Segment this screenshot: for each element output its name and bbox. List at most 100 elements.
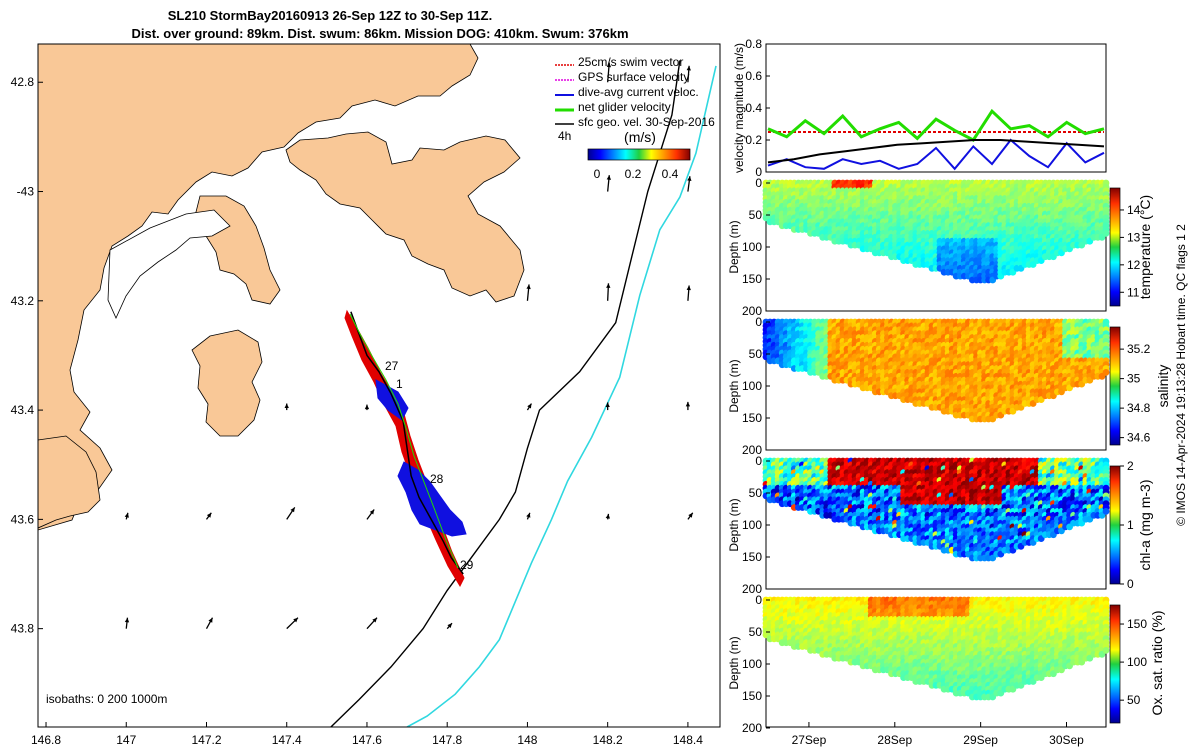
depth-tick-label: 150 <box>742 411 762 425</box>
velocity-series-line <box>767 108 1105 142</box>
colorbar-tick-label: 34.6 <box>1127 431 1151 445</box>
depth-tick-label: 150 <box>742 272 762 286</box>
glider-track-line <box>350 311 464 575</box>
velocity-y-tick-label: 0.2 <box>745 133 762 147</box>
temperature-ylabel: Depth (m) <box>727 220 741 273</box>
geo-vector-head <box>284 403 289 409</box>
map-x-tick-label: 148.4 <box>673 733 703 747</box>
colorbar-tick-label: 35.2 <box>1127 342 1151 356</box>
temperature-cblabel: temperature (°C) <box>1137 195 1153 299</box>
section-sample <box>1102 230 1110 237</box>
geo-velocity-vectors <box>124 62 694 630</box>
salinity-ylabel: Depth (m) <box>727 359 741 412</box>
colorbar-units: (m/s) <box>624 129 656 145</box>
geo-vector-head <box>124 512 129 518</box>
map-panel: 27 1 28 29 isobaths: 0 200 1000m 146.8 14… <box>11 43 721 747</box>
land-south <box>38 435 101 529</box>
depth-tick-label: 0 <box>755 176 762 190</box>
geo-vector-head <box>364 404 370 410</box>
colorbar-tick-04: 0.4 <box>662 167 679 181</box>
map-x-tick-label: 147.6 <box>352 733 382 747</box>
velocity-ylabel: velocity magnitude (m/s) <box>732 43 746 173</box>
geo-vector-head <box>206 512 212 518</box>
map-y-tick-label: 43.6 <box>11 512 35 526</box>
map-x-tick-label: 147 <box>116 733 136 747</box>
legend-gps: GPS surface velocity <box>578 70 689 84</box>
geo-vector-head <box>124 617 130 623</box>
map-frame <box>37 43 721 728</box>
geo-vector-head <box>688 512 693 518</box>
velocity-y-tick-label: 0.8 <box>745 37 762 51</box>
map-y-tick-label: 42.8 <box>11 75 35 89</box>
velocity-frame <box>765 43 1107 173</box>
colorbar-tick-0: 0 <box>594 167 601 181</box>
speed-colorbar <box>587 148 691 161</box>
depth-tick-label: 50 <box>749 208 763 222</box>
geo-vector-head <box>606 175 612 180</box>
map-x-tick-label: 148.2 <box>593 733 623 747</box>
map-x-tick-label: 147.2 <box>191 733 221 747</box>
map-y-tick-label: 43.4 <box>11 403 35 417</box>
velocity-series <box>767 108 1105 171</box>
geo-vector-head <box>208 617 213 623</box>
map-x-tick-label: 147.8 <box>432 733 462 747</box>
map-x-tick-label: 146.8 <box>31 733 61 747</box>
track-label-27: 27 <box>385 359 399 373</box>
colorbar-tick-label: 34.8 <box>1127 401 1151 415</box>
geo-vector-head <box>526 512 531 518</box>
depth-tick-label: 0 <box>755 315 762 329</box>
isobath-1000m <box>406 65 717 727</box>
geo-vector-head <box>527 403 532 409</box>
velocity-series-line <box>767 139 1105 164</box>
map-legend: 25cm/s swim vector GPS surface velocity … <box>555 55 715 181</box>
legend-swim: 25cm/s swim vector <box>578 55 683 69</box>
geo-vector-head <box>606 62 612 68</box>
geo-vector-head <box>685 401 691 407</box>
map-y-tick-label: 43.2 <box>11 294 35 308</box>
geo-vector-head <box>605 513 610 519</box>
isobaths-label: isobaths: 0 200 1000m <box>46 692 167 706</box>
map-x-ticks: 146.8 147 147.2 147.4 147.6 147.8 148 148.2 148.… <box>31 722 703 747</box>
map-y-tick-label: 43.8 <box>11 622 35 636</box>
temperature-field <box>762 179 1110 284</box>
geo-vector-head <box>369 509 375 515</box>
velocity-y-ticks: 00.20.40.60.8 <box>745 37 770 179</box>
temperature-colorbar <box>1109 187 1121 307</box>
map-x-tick-label: 147.4 <box>272 733 302 747</box>
land-peninsula-east <box>285 131 525 303</box>
geo-vector-head <box>605 402 610 407</box>
geo-vector-head <box>293 617 298 623</box>
map-y-ticks: 42.8 -43 43.2 43.4 43.6 43.8 <box>11 75 43 636</box>
isobath-200m <box>330 60 681 727</box>
depth-tick-label: 100 <box>742 379 762 393</box>
map-y-tick-label: -43 <box>17 185 35 199</box>
geo-vector-head <box>372 617 377 623</box>
geo-vector-head <box>606 283 611 288</box>
velocity-y-tick-label: 0.6 <box>745 69 762 83</box>
legend-diveavg: dive-avg current veloc. <box>578 85 699 99</box>
salinity-colorbar <box>1109 326 1121 446</box>
track-label-28: 28 <box>430 472 444 486</box>
salinity-cblabel: salinity <box>1155 365 1171 408</box>
velocity-y-tick-label: 0 <box>755 165 762 179</box>
velocity-panel: 00.20.40.60.8 velocity magnitude (m/s) <box>732 37 1107 179</box>
land-tasman-peninsula <box>191 329 263 437</box>
geo-vector-head <box>290 507 295 513</box>
land-river-inlet <box>107 209 231 319</box>
legend-geo: sfc geo. vel. 30-Sep-2016 <box>578 115 715 129</box>
map-x-tick-label: 148 <box>517 733 537 747</box>
depth-tick-label: 50 <box>749 347 763 361</box>
geo-vector-head <box>686 65 691 71</box>
title-line-2: Dist. over ground: 89km. Dist. swum: 86k… <box>131 26 628 41</box>
geo-vector-head <box>686 285 691 291</box>
legend-net: net glider velocity <box>578 100 671 114</box>
colorbar-tick-02: 0.2 <box>625 167 642 181</box>
track-label-29: 29 <box>460 558 474 572</box>
geo-vector-head <box>526 284 531 290</box>
geo-vector-head <box>447 623 453 628</box>
